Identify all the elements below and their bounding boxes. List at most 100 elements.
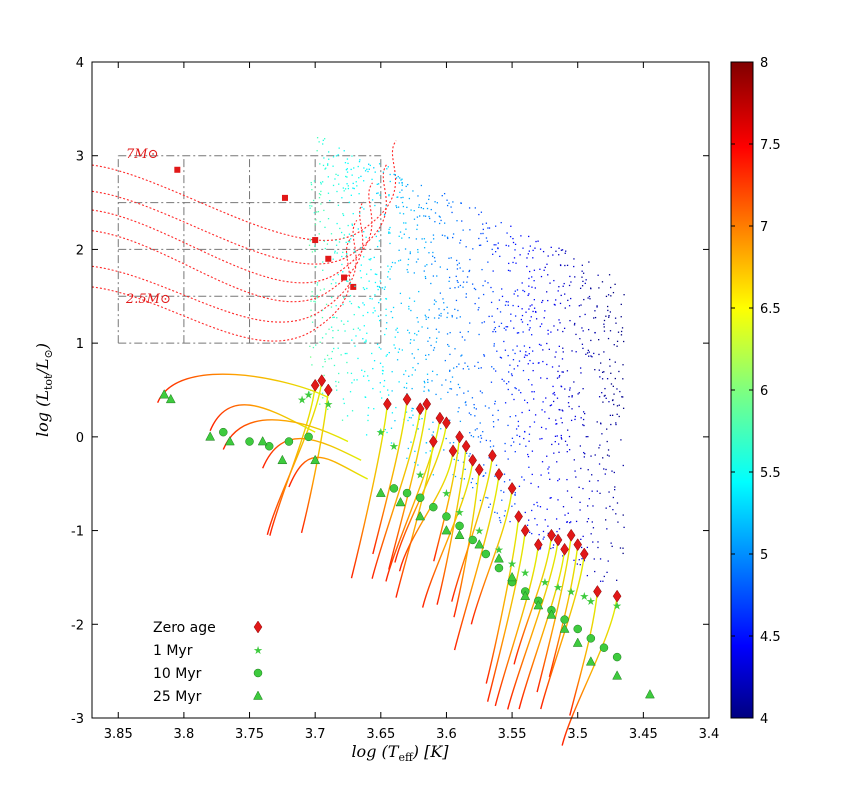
cloud-point xyxy=(449,331,451,334)
cloud-point xyxy=(410,209,412,211)
cloud-point xyxy=(616,405,619,407)
cloud-point xyxy=(319,289,322,291)
cloud-point xyxy=(467,365,469,368)
cloud-point xyxy=(503,380,505,382)
marker-star: ★ xyxy=(455,506,465,519)
cloud-point xyxy=(556,461,558,463)
cloud-point xyxy=(540,426,543,429)
cloud-point xyxy=(508,371,510,373)
cloud-point xyxy=(336,222,338,225)
cloud-point xyxy=(494,475,496,477)
cloud-point xyxy=(566,521,568,523)
cloud-point xyxy=(564,440,567,442)
cloud-point xyxy=(494,251,497,253)
cloud-point xyxy=(362,256,365,258)
cloud-point xyxy=(493,345,495,347)
cloud-point xyxy=(580,467,582,470)
cloud-point xyxy=(599,444,601,446)
cloud-point xyxy=(427,340,429,342)
cloud-point xyxy=(454,308,456,311)
cloud-point xyxy=(607,337,610,340)
colorbar-tick-label: 5 xyxy=(760,548,768,563)
cloud-point xyxy=(509,236,512,238)
cloud-point xyxy=(446,333,449,335)
cloud-point xyxy=(467,331,469,333)
cloud-point xyxy=(442,298,444,300)
cloud-point xyxy=(362,314,364,317)
cloud-point xyxy=(529,346,531,349)
marker-star: ★ xyxy=(520,567,530,580)
cloud-point xyxy=(457,383,460,386)
cloud-point xyxy=(410,339,412,341)
cloud-point xyxy=(450,388,453,390)
cloud-point xyxy=(387,271,390,273)
evolution-track xyxy=(266,380,323,535)
cloud-point xyxy=(546,377,548,380)
cloud-point xyxy=(583,298,585,301)
cloud-point xyxy=(520,235,522,237)
cloud-point xyxy=(478,333,480,336)
cloud-point xyxy=(579,501,581,503)
cloud-point xyxy=(527,363,529,365)
cloud-point xyxy=(315,266,317,268)
cloud-point xyxy=(515,262,517,264)
cloud-point xyxy=(500,221,502,224)
cloud-point xyxy=(484,280,486,282)
cloud-point xyxy=(483,474,485,477)
cloud-point xyxy=(416,317,418,319)
cloud-point xyxy=(522,331,524,333)
cloud-point xyxy=(394,347,396,349)
cloud-point xyxy=(341,197,343,199)
marker-circle xyxy=(415,493,425,503)
cloud-point xyxy=(357,228,359,230)
cloud-point xyxy=(313,300,315,303)
cloud-point xyxy=(604,394,606,397)
cloud-point xyxy=(327,217,330,220)
cloud-point xyxy=(363,341,366,343)
cloud-point xyxy=(434,201,436,203)
cloud-point xyxy=(549,497,551,499)
cloud-point xyxy=(363,208,365,210)
cloud-point xyxy=(522,289,524,292)
cloud-point xyxy=(459,239,462,241)
cloud-point xyxy=(509,270,511,272)
cloud-point xyxy=(622,464,624,467)
cloud-point xyxy=(560,438,563,440)
cloud-point xyxy=(478,244,481,247)
cloud-point xyxy=(552,385,554,388)
cloud-point xyxy=(615,322,617,324)
cloud-point xyxy=(311,321,314,323)
cloud-point xyxy=(587,435,589,438)
cloud-point xyxy=(548,466,550,468)
cloud-point xyxy=(531,509,533,512)
cloud-point xyxy=(446,199,448,201)
cloud-point xyxy=(312,199,315,202)
cloud-point xyxy=(389,268,391,270)
cloud-point xyxy=(446,268,448,271)
cloud-point xyxy=(424,265,426,267)
cloud-point xyxy=(373,360,376,362)
cloud-point xyxy=(494,327,496,329)
cloud-point xyxy=(500,357,503,359)
cloud-point xyxy=(568,284,571,287)
cloud-point xyxy=(427,378,429,381)
marker-diamond xyxy=(520,524,530,538)
cloud-point xyxy=(342,398,345,400)
cloud-point xyxy=(449,388,451,390)
cloud-point xyxy=(479,422,481,424)
cloud-point xyxy=(564,264,566,267)
cloud-point xyxy=(319,194,322,196)
cloud-point xyxy=(417,362,419,365)
cloud-point xyxy=(321,337,324,339)
cloud-point xyxy=(361,369,363,371)
cloud-point xyxy=(485,237,488,239)
cloud-point xyxy=(460,355,462,357)
cloud-point xyxy=(561,358,564,360)
cloud-point xyxy=(553,391,555,394)
cloud-point xyxy=(438,308,440,310)
cloud-point xyxy=(563,327,566,329)
cloud-point xyxy=(422,207,425,210)
cloud-point xyxy=(493,328,495,331)
cloud-point xyxy=(401,237,403,239)
cloud-point xyxy=(328,328,330,330)
